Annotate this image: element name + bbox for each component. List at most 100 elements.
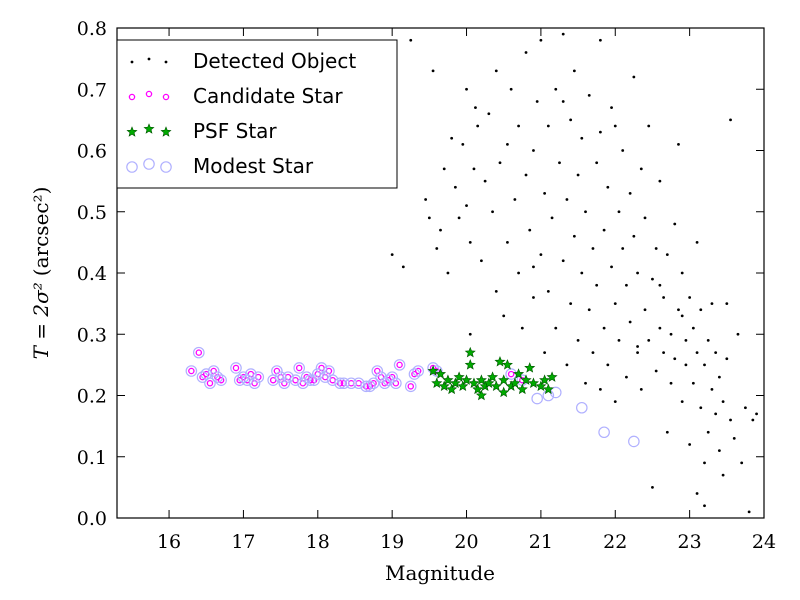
legend-marker-candidate (128, 93, 136, 101)
detected-object-point (390, 253, 394, 257)
detected-object-point (595, 283, 599, 287)
legend-marker-modest (126, 161, 138, 173)
detected-object-point (472, 167, 476, 171)
psf-star-point (483, 377, 495, 388)
detected-object-point (680, 271, 684, 275)
y-tick-label: 0.6 (77, 141, 107, 163)
detected-object-point (532, 296, 535, 299)
detected-object-point (677, 142, 680, 146)
detected-object-point (543, 191, 547, 195)
detected-object-point (580, 271, 584, 275)
detected-object-point (658, 283, 662, 287)
modest-star-point (233, 374, 246, 386)
psf-star-point (475, 389, 487, 401)
candidate-star-point (366, 383, 374, 390)
detected-object-point (591, 247, 595, 250)
psf-star-point (509, 377, 521, 388)
detected-object-point (532, 149, 535, 152)
detected-object-point (450, 136, 454, 140)
detected-object-point (643, 308, 647, 312)
detected-object-point (684, 338, 688, 342)
modest-star-point (382, 374, 395, 386)
candidate-star-point (396, 361, 403, 369)
detected-object-point (729, 118, 732, 122)
detected-object-point (561, 100, 565, 103)
legend-marker-candidate (162, 93, 170, 101)
detected-object-point (572, 69, 576, 73)
modest-star-point (274, 371, 287, 383)
detected-object-point (710, 387, 714, 391)
detected-object-point (602, 326, 606, 330)
detected-object-point (461, 142, 465, 146)
candidate-star-point (507, 370, 515, 378)
detected-object-point (524, 51, 528, 54)
y-tick-label: 0.8 (77, 18, 107, 40)
detected-object-point (517, 124, 520, 128)
detected-object-point (506, 240, 509, 244)
detected-object-point (628, 320, 632, 324)
modest-star-point (278, 377, 291, 390)
detected-object-point (474, 106, 477, 110)
x-tick-label: 18 (306, 531, 330, 553)
modest-star-point (375, 371, 387, 383)
detected-object-point (747, 510, 751, 514)
detected-object-point (561, 32, 565, 36)
psf-star-point (464, 346, 476, 358)
modest-star-point (575, 401, 588, 414)
detected-object-point (621, 247, 625, 250)
detected-object-point (613, 400, 617, 404)
detected-object-point (468, 240, 472, 244)
detected-object-point (695, 351, 699, 355)
detected-object-point (491, 210, 494, 214)
detected-object-series (390, 32, 758, 514)
detected-object-point (546, 289, 550, 293)
modest-star-point (300, 371, 313, 383)
detected-object-point (636, 345, 639, 348)
detected-object-point (647, 124, 651, 128)
detected-object-point (736, 332, 740, 336)
legend-marker-psf (126, 126, 138, 137)
psf-star-point (520, 374, 532, 385)
modest-star-point (531, 392, 543, 405)
y-tick-label: 0.3 (77, 324, 107, 346)
detected-object-point (721, 473, 725, 477)
psf-star-point (431, 377, 443, 388)
detected-object-point (703, 504, 706, 508)
modest-star-point (628, 435, 640, 448)
legend-marker-candidate (145, 90, 153, 98)
y-tick-label: 0.5 (77, 202, 107, 224)
detected-object-point (561, 259, 565, 263)
detected-object-point (595, 161, 599, 165)
detected-object-point (740, 461, 744, 465)
detected-object-point (680, 400, 684, 404)
detected-object-point (442, 167, 446, 171)
detected-object-point (439, 228, 442, 232)
legend-marker-modest (143, 158, 155, 170)
detected-object-point (688, 443, 692, 446)
legend-label-detected: Detected Object (193, 49, 356, 73)
detected-object-point (580, 136, 584, 140)
detected-object-point (636, 351, 639, 355)
detected-object-point (651, 277, 654, 281)
candidate-star-point (199, 373, 206, 381)
detected-object-point (427, 216, 431, 220)
detected-object-point (684, 363, 688, 367)
psf-star-point (446, 383, 458, 395)
detected-object-point (699, 308, 703, 312)
detected-object-point (621, 149, 625, 152)
detected-object-point (468, 332, 472, 336)
detected-object-point (669, 381, 673, 385)
modest-star-point (204, 377, 216, 390)
psf-star-point (475, 374, 487, 385)
psf-star-point (501, 359, 513, 370)
psf-star-point (490, 380, 502, 392)
modest-star-point (308, 374, 320, 386)
x-tick-label: 20 (454, 531, 478, 553)
detected-object-point (569, 302, 573, 306)
legend: Detected Object Candidate Star PSF Star … (116, 39, 398, 189)
detected-object-point (677, 308, 680, 312)
detected-object-point (476, 124, 480, 128)
detected-object-point (435, 247, 439, 250)
detected-object-point (517, 271, 520, 275)
